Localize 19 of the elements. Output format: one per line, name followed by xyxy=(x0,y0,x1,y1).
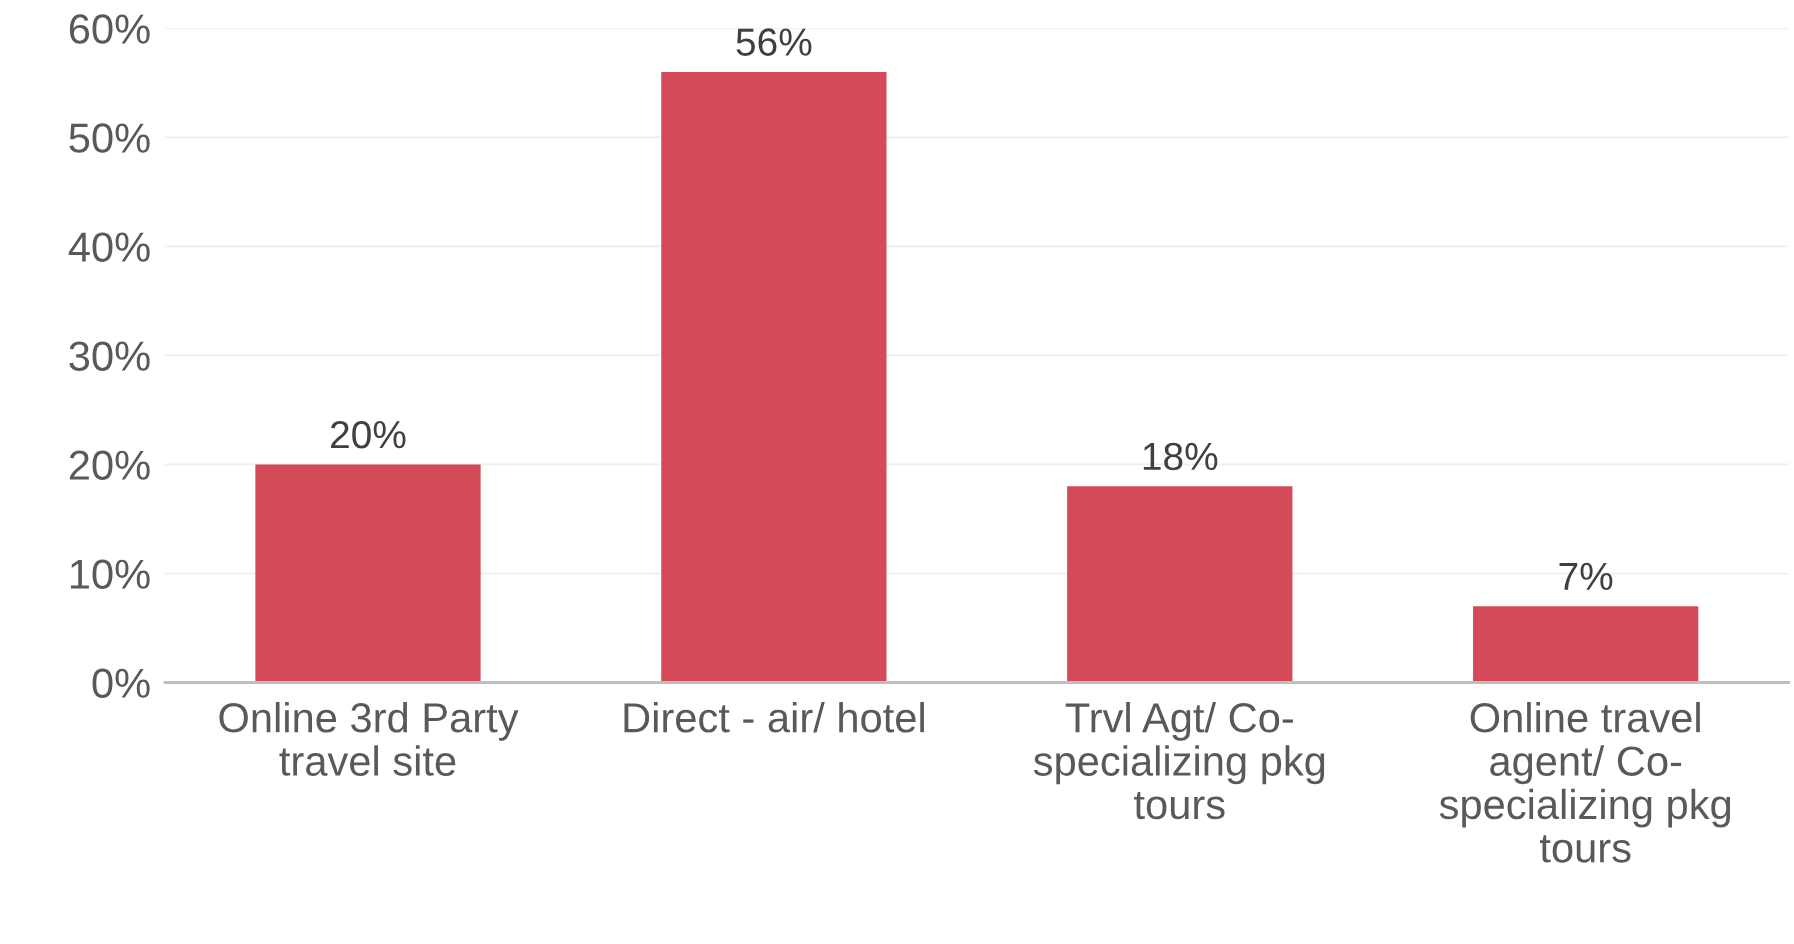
x-tick-label: Direct - air/ hotel xyxy=(624,701,924,733)
y-tick-label: 10% xyxy=(70,559,150,589)
bar xyxy=(255,464,481,683)
y-tick-label: 60% xyxy=(69,14,150,44)
data-label: 56% xyxy=(736,28,812,56)
y-tick-label: 0% xyxy=(92,668,150,699)
bar xyxy=(1067,486,1293,683)
data-label: 18% xyxy=(1143,442,1218,471)
bar xyxy=(1473,606,1699,683)
y-tick-label: 40% xyxy=(68,232,150,262)
y-tick-label: 20% xyxy=(69,450,150,480)
x-tick-label: Trvl Agt/ Co- specializing pkg tours xyxy=(1033,701,1325,820)
bar xyxy=(661,71,887,683)
data-label: 20% xyxy=(331,420,406,449)
data-label: 7% xyxy=(1559,562,1613,591)
x-tick-label: Online travel agent/ Co- specializing pkg tours xyxy=(1439,701,1731,863)
y-tick-label: 30% xyxy=(69,341,150,371)
y-tick-label: 50% xyxy=(69,123,150,153)
x-tick-label: Online 3rd Party travel site xyxy=(219,701,519,776)
